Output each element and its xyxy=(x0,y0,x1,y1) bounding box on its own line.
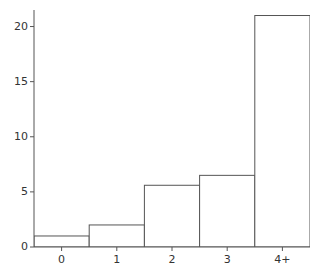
bar xyxy=(89,225,144,247)
x-tick xyxy=(172,247,173,251)
y-axis-line xyxy=(34,10,35,247)
y-tick-label: 15 xyxy=(14,75,28,88)
x-tick xyxy=(116,247,117,251)
y-tick xyxy=(30,191,34,192)
y-tick xyxy=(30,81,34,82)
x-tick-label: 4+ xyxy=(274,253,290,266)
bars xyxy=(34,16,310,247)
bar xyxy=(34,236,89,247)
chart-container: 0 5 10 15 20 0 1 2 3 4+ xyxy=(0,0,320,273)
x-tick-label: 2 xyxy=(169,253,176,266)
y-tick-label: 10 xyxy=(14,130,28,143)
x-tick xyxy=(61,247,62,251)
bar xyxy=(200,175,255,247)
bar xyxy=(144,185,199,247)
y-tick-label: 20 xyxy=(14,20,28,33)
x-tick-label: 1 xyxy=(113,253,120,266)
x-tick-label: 0 xyxy=(58,253,65,266)
x-tick-label: 3 xyxy=(224,253,231,266)
y-tick-label: 5 xyxy=(21,185,28,198)
y-tick xyxy=(30,136,34,137)
y-tick-label: 0 xyxy=(21,240,28,253)
chart: 0 5 10 15 20 0 1 2 3 4+ xyxy=(0,0,320,273)
y-tick xyxy=(30,247,34,248)
y-tick xyxy=(30,26,34,27)
x-tick xyxy=(227,247,228,251)
bar xyxy=(255,16,310,247)
x-tick xyxy=(282,247,283,251)
